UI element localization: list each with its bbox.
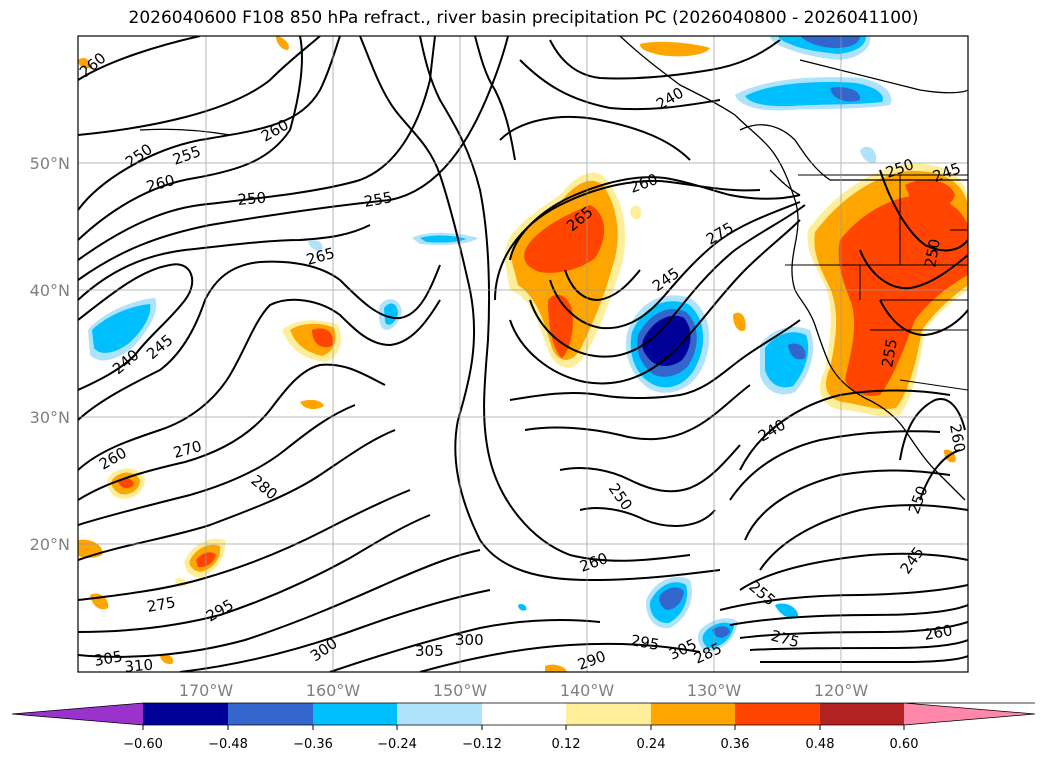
coastline <box>139 36 968 501</box>
colorbar-segment <box>228 703 313 725</box>
colorbar-ticks <box>142 725 905 730</box>
colorbar-tick-label: 0.24 <box>637 737 666 752</box>
colorbar-tick-label: −0.36 <box>293 737 333 752</box>
colorbar-segment <box>651 703 735 725</box>
lat-label: 20°N <box>30 535 70 554</box>
lon-label: 120°W <box>814 681 869 700</box>
lon-label: 170°W <box>179 681 234 700</box>
contour-label: 250 <box>237 189 267 209</box>
lat-label: 40°N <box>30 281 70 300</box>
negative-precip-shading <box>88 36 892 652</box>
map-frame <box>77 35 969 673</box>
colorbar-outline <box>11 702 1036 726</box>
contour-label: 300 <box>455 631 484 649</box>
colorbar-tick-label: −0.48 <box>208 737 248 752</box>
latitude-axis: 50°N 40°N 30°N 20°N <box>30 154 70 554</box>
lon-label: 130°W <box>687 681 742 700</box>
contour-label: 305 <box>415 642 444 660</box>
lon-label: 160°W <box>306 681 361 700</box>
colorbar-segment <box>397 703 482 725</box>
refractivity-contours <box>78 36 968 672</box>
contour-label: 260 <box>946 423 969 454</box>
longitude-axis: 170°W 160°W 150°W 140°W 130°W 120°W <box>179 681 869 700</box>
colorbar-tick-label: −0.12 <box>462 737 502 752</box>
colorbar-segment <box>820 703 904 725</box>
colorbar-segment <box>482 703 566 725</box>
colorbar-segment <box>313 703 397 725</box>
map-area: 260 250 255 260 250 255 260 265 240 245 … <box>78 36 969 676</box>
lon-label: 150°W <box>433 681 488 700</box>
political-borders <box>785 174 968 391</box>
map-background <box>78 36 968 672</box>
lat-label: 50°N <box>30 154 70 173</box>
contour-label: 255 <box>363 188 394 211</box>
contour-label: 295 <box>629 631 660 654</box>
contour-label: 250 <box>921 237 944 268</box>
colorbar-tick-label: −0.24 <box>377 737 417 752</box>
colorbar-extend-max <box>904 703 1035 725</box>
colorbar-tick-label: 0.48 <box>806 737 835 752</box>
contour-label: 260 <box>923 621 954 644</box>
lon-label: 140°W <box>560 681 615 700</box>
contour-label: 255 <box>878 337 901 368</box>
lat-label: 30°N <box>30 408 70 427</box>
contour-label: 305 <box>93 647 124 670</box>
contour-label: 310 <box>124 656 154 676</box>
colorbar-tick-label: −0.60 <box>123 737 163 752</box>
chart-title: 2026040600 F108 850 hPa refract., river … <box>128 8 919 28</box>
colorbar-segment <box>735 703 820 725</box>
colorbar: −0.60 −0.48 −0.36 −0.24 −0.12 0.12 0.24 … <box>11 702 1036 752</box>
colorbar-segment <box>143 703 228 725</box>
contour-label: 275 <box>146 593 177 616</box>
colorbar-segment <box>566 703 651 725</box>
colorbar-tick-label: 0.36 <box>721 737 750 752</box>
colorbar-tick-label: 0.12 <box>552 737 581 752</box>
colorbar-tick-label: 0.60 <box>890 737 919 752</box>
graticule <box>78 36 968 672</box>
colorbar-extend-min <box>12 703 143 725</box>
